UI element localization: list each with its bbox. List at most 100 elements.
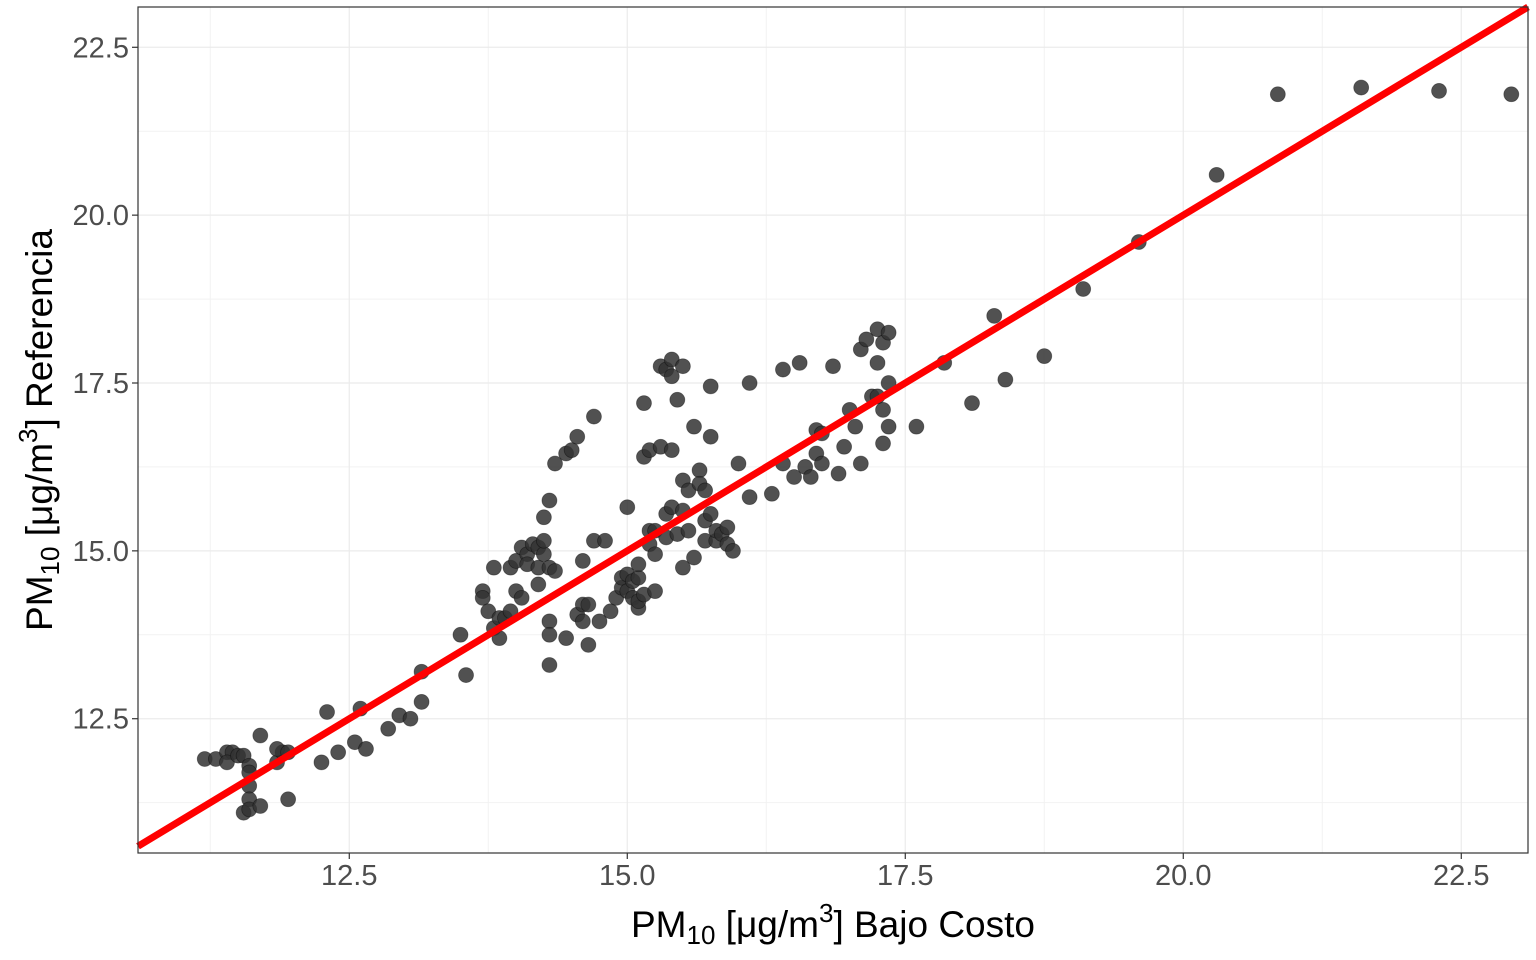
grid-minor xyxy=(138,7,1528,853)
data-point xyxy=(346,734,363,751)
data-point xyxy=(802,469,819,485)
data-point xyxy=(574,613,591,630)
data-point xyxy=(786,469,802,485)
y-axis-title-main: PM xyxy=(19,575,60,631)
data-point xyxy=(1075,281,1092,297)
data-point xyxy=(569,428,586,445)
data-point xyxy=(741,489,758,506)
data-point xyxy=(1503,86,1520,103)
y-axis-ticks: 12.5 15.0 17.5 20.0 22.5 xyxy=(73,32,138,736)
plot-border xyxy=(137,6,1529,854)
data-point xyxy=(702,378,719,395)
data-point xyxy=(719,519,736,536)
data-point xyxy=(558,630,575,647)
data-point xyxy=(630,556,647,573)
data-point xyxy=(547,563,563,579)
data-point xyxy=(880,418,897,435)
data-point xyxy=(858,331,875,348)
data-point xyxy=(674,358,691,375)
data-point xyxy=(986,307,1003,324)
data-point xyxy=(580,636,597,653)
data-point xyxy=(680,522,697,539)
x-axis-title-main: PM xyxy=(631,904,687,945)
data-point xyxy=(513,589,530,606)
data-point xyxy=(997,371,1014,388)
data-point xyxy=(541,626,558,643)
data-point xyxy=(591,613,608,630)
data-point xyxy=(697,482,714,499)
data-point xyxy=(402,710,419,727)
data-point xyxy=(535,509,552,526)
data-point xyxy=(875,401,891,418)
x-tick-label: 20.0 xyxy=(1155,860,1211,892)
data-point xyxy=(1353,79,1370,96)
y-tick-label: 22.5 xyxy=(73,32,129,64)
data-point xyxy=(702,428,719,445)
y-axis-title-sub: 10 xyxy=(35,547,65,576)
data-point xyxy=(775,361,791,378)
data-point xyxy=(730,455,747,472)
data-point xyxy=(647,583,663,600)
data-point xyxy=(1431,83,1447,99)
data-point xyxy=(825,358,841,375)
data-point xyxy=(219,754,235,771)
data-point xyxy=(535,532,552,549)
data-point xyxy=(313,754,330,771)
data-point xyxy=(880,324,897,341)
data-point xyxy=(847,418,864,435)
y-tick-label: 20.0 xyxy=(73,200,129,232)
data-point xyxy=(686,418,702,435)
y-axis-title: PM10 [μg/m3] Referencia xyxy=(13,229,65,631)
data-point xyxy=(791,354,808,371)
data-point xyxy=(636,395,652,412)
data-point xyxy=(574,553,591,569)
data-point xyxy=(252,798,269,814)
y-axis-title-unit-open: [μg/m xyxy=(19,443,60,547)
data-point xyxy=(1208,166,1225,183)
data-point xyxy=(480,603,497,620)
x-axis-title-sub: 10 xyxy=(686,920,715,950)
data-point xyxy=(669,391,686,408)
y-axis-title-unit-close: ] Referencia xyxy=(19,229,60,429)
x-tick-label: 15.0 xyxy=(599,860,655,892)
data-point xyxy=(702,506,719,522)
data-point xyxy=(530,576,547,593)
data-points xyxy=(196,79,1520,821)
data-point xyxy=(647,546,663,563)
data-point xyxy=(875,435,891,452)
data-point xyxy=(541,657,558,673)
data-point xyxy=(458,667,474,683)
x-axis-title-sup: 3 xyxy=(819,898,833,928)
x-tick-label: 17.5 xyxy=(877,860,933,892)
x-axis-title-unit-close: ] Bajo Costo xyxy=(833,904,1035,945)
x-axis-title-unit-open: [μg/m xyxy=(715,904,819,945)
data-point xyxy=(319,704,335,720)
data-point xyxy=(580,596,597,613)
data-point xyxy=(474,589,491,606)
data-point xyxy=(686,549,702,566)
x-axis-title: PM10 [μg/m3] Bajo Costo xyxy=(631,898,1035,950)
data-point xyxy=(630,569,647,586)
data-point xyxy=(908,418,925,435)
data-point xyxy=(691,462,708,479)
x-tick-label: 22.5 xyxy=(1433,860,1489,892)
data-point xyxy=(830,465,847,482)
data-point xyxy=(597,532,613,549)
data-point xyxy=(763,485,780,502)
data-point xyxy=(674,559,691,576)
data-point xyxy=(1036,348,1053,365)
data-point xyxy=(280,791,297,808)
data-point xyxy=(485,559,502,576)
data-point xyxy=(725,542,741,559)
x-axis-ticks: 12.5 15.0 17.5 20.0 22.5 xyxy=(321,853,1490,892)
grid-major xyxy=(138,7,1528,853)
data-point xyxy=(836,438,853,455)
data-point xyxy=(964,395,980,412)
data-point xyxy=(413,694,430,710)
data-point xyxy=(452,626,469,643)
y-tick-label: 15.0 xyxy=(73,536,129,568)
y-tick-label: 12.5 xyxy=(73,704,129,736)
data-point xyxy=(547,455,563,472)
reference-line xyxy=(136,4,1530,850)
